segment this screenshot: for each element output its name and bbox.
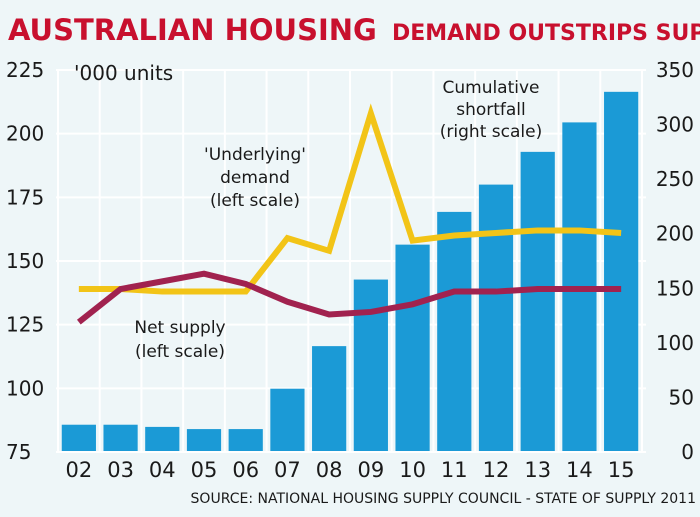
annotation-demand-line1: 'Underlying'	[204, 145, 306, 165]
left-tick-175: 175	[6, 185, 44, 209]
annotation-supply: Net supply (left scale)	[134, 318, 225, 362]
x-tick-13: 13	[524, 458, 551, 482]
x-tick-05: 05	[191, 458, 218, 482]
bar-shortfall-09	[353, 279, 388, 452]
left-tick-125: 125	[6, 313, 44, 337]
annotation-shortfall-line3: (right scale)	[440, 122, 542, 142]
right-tick-250: 250	[656, 167, 694, 191]
x-tick-06: 06	[232, 458, 259, 482]
right-tick-100: 100	[656, 331, 694, 355]
x-tick-02: 02	[65, 458, 92, 482]
line-underlying-demand	[78, 103, 622, 295]
chart-title-sub: DEMAND OUTSTRIPS SUPPLY	[392, 21, 700, 46]
bar-shortfall-04	[145, 426, 180, 452]
units-label: '000 units	[74, 61, 173, 85]
line-net-supply	[76, 270, 622, 325]
annotation-supply-line2: (left scale)	[135, 342, 225, 362]
bar-shortfall-15	[604, 91, 639, 452]
right-tick-350: 350	[656, 58, 694, 82]
annotation-shortfall-line2: shortfall	[456, 100, 526, 120]
bar-shortfall-07	[270, 388, 305, 452]
annotation-demand: 'Underlying' demand (left scale)	[204, 145, 306, 211]
x-tick-09: 09	[357, 458, 384, 482]
x-tick-03: 03	[107, 458, 134, 482]
x-tick-07: 07	[274, 458, 301, 482]
bar-shortfall-11	[437, 211, 472, 452]
right-tick-150: 150	[656, 276, 694, 300]
bar-shortfall-10	[395, 244, 430, 452]
bar-shortfall-06	[228, 429, 263, 452]
annotation-supply-line1: Net supply	[134, 318, 225, 338]
x-tick-15: 15	[608, 458, 635, 482]
right-tick-200: 200	[656, 222, 694, 246]
bar-shortfall-08	[312, 346, 347, 452]
lines-layer	[76, 103, 622, 325]
chart-title: AUSTRALIAN HOUSING DEMAND OUTSTRIPS SUPP…	[8, 13, 700, 47]
axis-layer: 7510012515017520022505010015020025030035…	[6, 58, 694, 482]
chart-title-main: AUSTRALIAN HOUSING	[8, 13, 377, 47]
annotation-demand-line2: demand	[220, 168, 290, 188]
bar-shortfall-13	[520, 151, 555, 452]
bar-shortfall-02	[61, 424, 96, 452]
grid-layer	[56, 69, 646, 452]
right-tick-300: 300	[656, 113, 694, 137]
left-tick-75: 75	[6, 440, 31, 464]
x-tick-12: 12	[483, 458, 510, 482]
right-tick-50: 50	[669, 385, 694, 409]
x-tick-10: 10	[399, 458, 426, 482]
x-tick-14: 14	[566, 458, 593, 482]
left-tick-200: 200	[6, 122, 44, 146]
x-tick-04: 04	[149, 458, 176, 482]
annotation-shortfall-line1: Cumulative	[442, 78, 539, 98]
source-note: SOURCE: NATIONAL HOUSING SUPPLY COUNCIL …	[191, 491, 696, 507]
right-tick-0: 0	[681, 440, 694, 464]
annotation-demand-line3: (left scale)	[210, 191, 300, 211]
bar-shortfall-12	[478, 184, 514, 452]
x-tick-11: 11	[441, 458, 468, 482]
left-tick-150: 150	[6, 249, 44, 273]
x-tick-08: 08	[316, 458, 343, 482]
left-tick-225: 225	[6, 58, 44, 82]
annotation-shortfall: Cumulative shortfall (right scale)	[440, 78, 542, 142]
left-tick-100: 100	[6, 376, 44, 400]
bar-shortfall-03	[103, 424, 138, 452]
bar-shortfall-05	[186, 429, 222, 452]
